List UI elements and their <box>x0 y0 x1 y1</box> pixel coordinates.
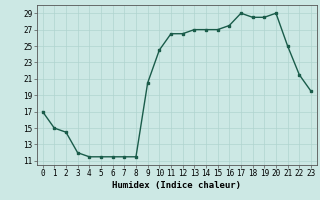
X-axis label: Humidex (Indice chaleur): Humidex (Indice chaleur) <box>112 181 241 190</box>
